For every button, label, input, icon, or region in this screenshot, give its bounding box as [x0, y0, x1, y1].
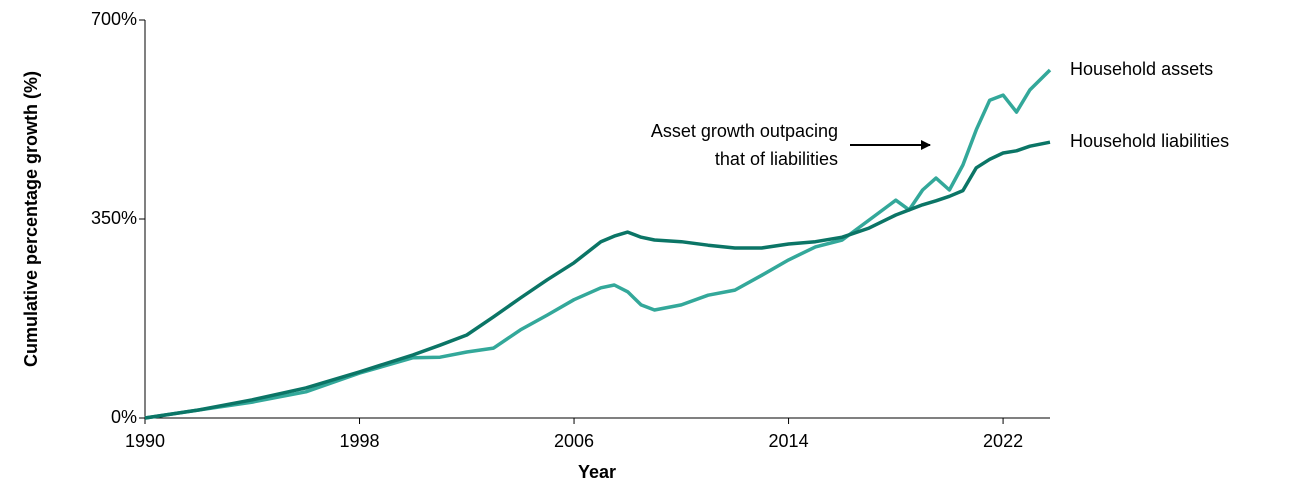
series-line: [144, 140, 1051, 420]
series-label: Household assets: [1070, 59, 1213, 79]
y-tick-label: 700%: [91, 9, 137, 29]
series-line: [144, 68, 1052, 420]
x-tick-label: 1998: [339, 431, 379, 451]
y-tick-label: 350%: [91, 208, 137, 228]
x-axis-label: Year: [578, 462, 616, 482]
series-label: Household liabilities: [1070, 131, 1229, 151]
x-tick-label: 2006: [554, 431, 594, 451]
annotation: that of liabilities: [715, 149, 838, 169]
y-tick-label: 0%: [111, 407, 137, 427]
x-tick-label: 1990: [125, 431, 165, 451]
y-axis-label: Cumulative percentage growth (%): [21, 71, 41, 367]
x-tick-label: 2022: [983, 431, 1023, 451]
x-tick-label: 2014: [769, 431, 809, 451]
annotation: Asset growth outpacing: [651, 121, 838, 141]
